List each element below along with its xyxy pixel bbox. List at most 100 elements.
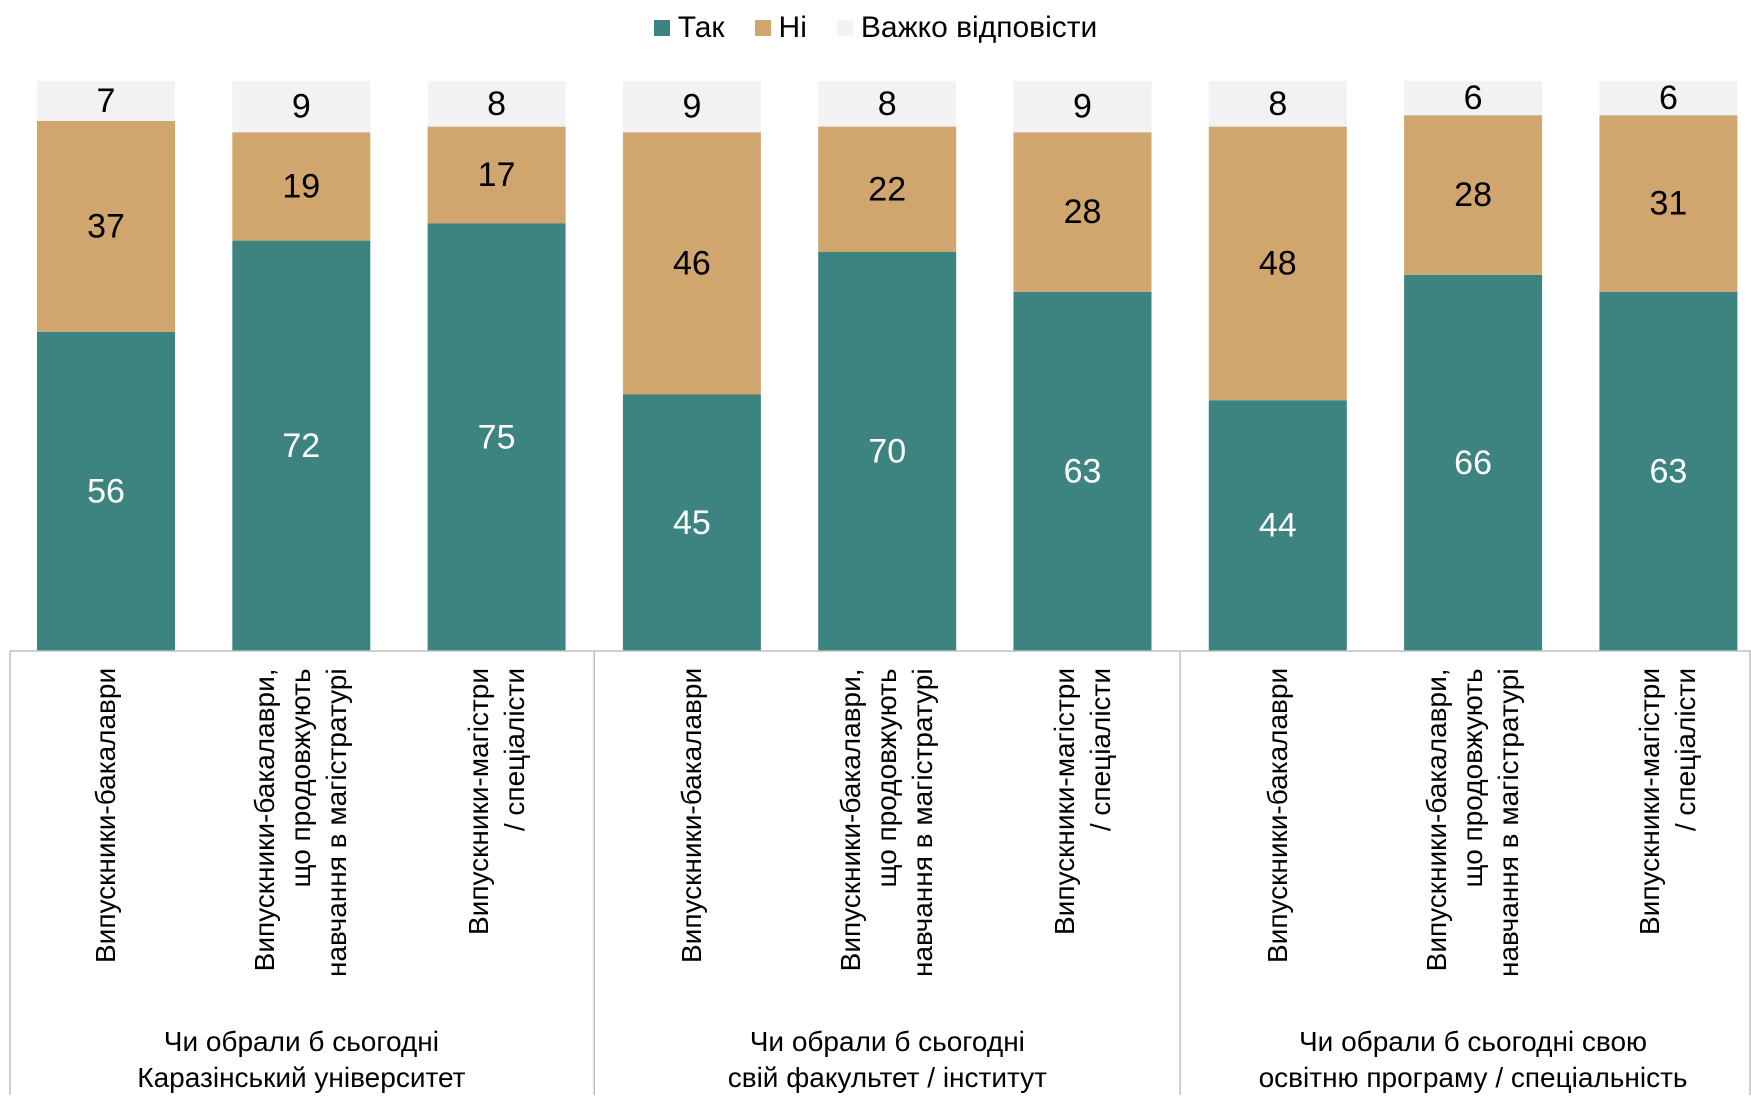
category-label-0: Випускники-бакалаври bbox=[88, 668, 124, 963]
bar-segment-2-series-1 bbox=[427, 126, 566, 224]
category-label-line: / спеціалісти bbox=[1670, 667, 1702, 832]
data-label-7-series-1: 28 bbox=[1454, 176, 1492, 214]
group-label-line: Каразінський університет bbox=[137, 1062, 466, 1093]
bar-segment-4-series-1 bbox=[818, 126, 957, 252]
bar-segment-4-series-2 bbox=[818, 81, 957, 127]
data-label-2-series-0: 75 bbox=[478, 418, 516, 456]
category-label-line: Випускники-бакалаври, bbox=[835, 668, 867, 972]
legend-swatch-0 bbox=[653, 20, 670, 36]
legend-label-2: Важко відповісти bbox=[860, 11, 1098, 44]
data-label-3-series-0: 45 bbox=[673, 504, 711, 542]
bar-segment-8-series-1 bbox=[1599, 115, 1738, 292]
category-label-line: навчання в магістратурі bbox=[321, 668, 353, 977]
data-label-8-series-2: 6 bbox=[1659, 79, 1678, 117]
bar-segment-1-series-2 bbox=[232, 81, 371, 133]
data-label-1-series-2: 9 bbox=[292, 88, 311, 126]
bar-segment-1-series-0 bbox=[232, 240, 371, 651]
bar-segment-7-series-0 bbox=[1404, 274, 1543, 651]
category-label-line: навчання в магістратурі bbox=[1493, 668, 1525, 977]
category-label-line: Випускники-бакалаври bbox=[90, 667, 121, 963]
category-label-8: Випускники-магістри / спеціалісти bbox=[1632, 668, 1704, 935]
legend-item-1: Ні bbox=[754, 11, 807, 45]
legend-swatch-2 bbox=[836, 20, 853, 36]
bar-segment-7-series-1 bbox=[1404, 115, 1543, 275]
category-label-4: Випускники-бакалаври, що продовжують навча… bbox=[833, 668, 941, 977]
category-label-line: Випускники-магістри bbox=[462, 667, 494, 935]
category-label-line: Випускники-бакалаври bbox=[675, 667, 707, 963]
data-label-1-series-0: 72 bbox=[282, 427, 320, 465]
category-label-line: що продовжують bbox=[1457, 668, 1489, 888]
data-label-4-series-2: 8 bbox=[878, 85, 897, 123]
data-label-7-series-2: 6 bbox=[1464, 79, 1483, 117]
data-label-5-series-2: 9 bbox=[1073, 88, 1092, 126]
chart-legend: Так Ні Важко відповісти bbox=[0, 6, 1751, 50]
data-label-2-series-1: 17 bbox=[478, 156, 516, 194]
group-label-line: свій факультет / інститут bbox=[727, 1062, 1047, 1093]
data-label-0-series-0: 56 bbox=[87, 472, 125, 510]
bar-segment-0-series-2 bbox=[37, 81, 175, 121]
category-label-line: навчання в магістратурі bbox=[907, 668, 939, 977]
data-label-6-series-1: 48 bbox=[1259, 244, 1297, 282]
data-label-4-series-1: 22 bbox=[868, 170, 906, 208]
bar-segment-8-series-0 bbox=[1599, 291, 1738, 651]
data-label-8-series-0: 63 bbox=[1649, 452, 1687, 490]
category-label-line: що продовжують bbox=[871, 668, 903, 888]
bar-segment-6-series-0 bbox=[1208, 400, 1347, 651]
bar-segment-3-series-1 bbox=[622, 132, 761, 395]
bar-segment-2-series-0 bbox=[427, 223, 566, 651]
data-label-8-series-1: 31 bbox=[1649, 185, 1687, 223]
data-label-6-series-0: 44 bbox=[1259, 507, 1297, 545]
bar-segment-3-series-0 bbox=[622, 394, 761, 651]
category-label-5: Випускники-магістри / спеціалісти bbox=[1047, 668, 1119, 935]
data-label-0-series-1: 37 bbox=[87, 207, 125, 245]
bar-segment-4-series-0 bbox=[818, 252, 957, 651]
category-label-line: що продовжують bbox=[285, 668, 317, 888]
category-label-line: / спеціалісти bbox=[498, 667, 530, 832]
data-label-5-series-1: 28 bbox=[1064, 193, 1102, 231]
category-label-6: Випускники-бакалаври bbox=[1260, 668, 1296, 963]
category-label-line: Випускники-бакалаври bbox=[1261, 667, 1293, 963]
category-label-line: Випускники-бакалаври, bbox=[249, 668, 281, 972]
bar-segment-3-series-2 bbox=[622, 81, 761, 133]
data-label-2-series-2: 8 bbox=[487, 85, 506, 123]
group-label-line: освітню програму / спеціальність bbox=[1258, 1062, 1688, 1093]
data-label-0-series-2: 7 bbox=[97, 82, 116, 120]
legend-item-2: Важко відповісти bbox=[836, 11, 1098, 45]
data-label-3-series-1: 46 bbox=[673, 244, 711, 282]
data-label-5-series-0: 63 bbox=[1064, 452, 1102, 490]
group-label-line: Чи обрали б сьогодні свою bbox=[1299, 1026, 1648, 1057]
data-label-1-series-1: 19 bbox=[282, 167, 320, 205]
category-label-line: / спеціалісти bbox=[1084, 667, 1116, 832]
category-label-2: Випускники-магістри / спеціалісти bbox=[461, 668, 533, 935]
group-label-2: Чи обрали б сьогодні свою освітню програм… bbox=[1259, 1024, 1688, 1096]
legend-item-0: Так bbox=[653, 11, 725, 45]
category-label-3: Випускники-бакалаври bbox=[674, 668, 710, 963]
category-label-7: Випускники-бакалаври, що продовжують навча… bbox=[1419, 668, 1527, 977]
bar-segment-6-series-2 bbox=[1208, 81, 1347, 127]
data-label-6-series-2: 8 bbox=[1268, 85, 1287, 123]
bar-segment-5-series-1 bbox=[1013, 132, 1152, 292]
data-label-7-series-0: 66 bbox=[1454, 444, 1492, 482]
group-label-0: Чи обрали б сьогодні Каразінський універс… bbox=[137, 1024, 465, 1096]
data-label-4-series-0: 70 bbox=[868, 433, 906, 471]
category-label-1: Випускники-бакалаври, що продовжують навча… bbox=[247, 668, 355, 977]
legend-swatch-1 bbox=[754, 20, 771, 36]
legend-label-0: Так bbox=[677, 11, 725, 44]
category-label-line: Випускники-бакалаври, bbox=[1421, 668, 1453, 972]
group-label-1: Чи обрали б сьогодні свій факультет / інс… bbox=[728, 1024, 1047, 1096]
group-label-line: Чи обрали б сьогодні bbox=[749, 1026, 1025, 1057]
legend-label-1: Ні bbox=[778, 11, 807, 44]
bar-segment-5-series-2 bbox=[1013, 81, 1152, 133]
bar-segment-1-series-1 bbox=[232, 132, 371, 241]
group-label-line: Чи обрали б сьогодні bbox=[163, 1026, 439, 1057]
data-label-3-series-2: 9 bbox=[682, 88, 701, 126]
category-label-line: Випускники-магістри bbox=[1634, 667, 1666, 935]
category-label-line: Випускники-магістри bbox=[1048, 667, 1080, 935]
bar-segment-6-series-1 bbox=[1208, 126, 1347, 401]
bar-segment-2-series-2 bbox=[427, 81, 566, 127]
bar-segment-0-series-1 bbox=[37, 120, 175, 332]
bar-segment-7-series-2 bbox=[1404, 81, 1543, 116]
bar-segment-8-series-2 bbox=[1599, 81, 1738, 116]
bar-segment-5-series-0 bbox=[1013, 291, 1152, 651]
